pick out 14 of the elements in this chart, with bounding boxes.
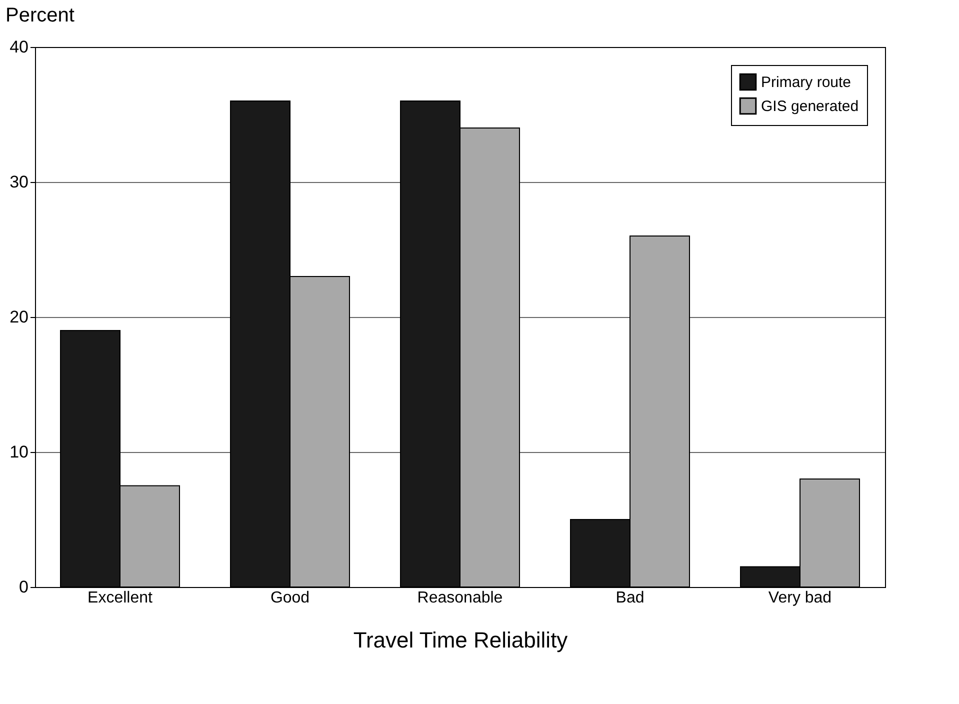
x-tick-label: Bad <box>616 590 644 606</box>
x-tick-label: Reasonable <box>417 590 503 606</box>
x-tick-label: Excellent <box>88 590 154 606</box>
legend-label: GIS generated <box>761 98 859 115</box>
y-tick-label: 0 <box>19 578 28 596</box>
x-tick-label: Very bad <box>768 590 832 606</box>
x-axis-title: Travel Time Reliability <box>353 628 568 652</box>
x-tick-label: Good <box>270 590 310 606</box>
y-tick-label: 10 <box>10 442 28 462</box>
y-axis-title: Percent <box>6 4 75 26</box>
y-tick-label: 30 <box>10 172 28 192</box>
y-tick-label: 20 <box>10 308 28 326</box>
y-tick-label: 40 <box>10 38 28 56</box>
legend-label: Primary route <box>761 74 852 91</box>
